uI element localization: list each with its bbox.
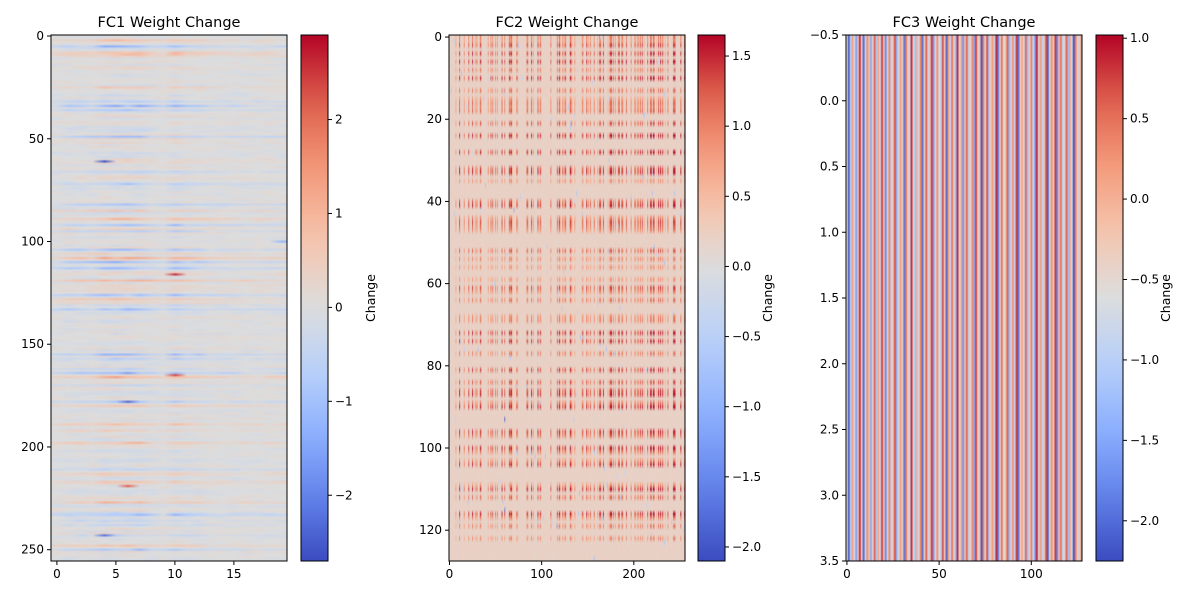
x-tick-label: 100 [530,567,553,581]
colorbar-tick-label: −2.0 [1130,514,1159,528]
colorbar-tick-label: 1.0 [1130,31,1149,45]
colorbar-tick-label: −1.5 [732,470,761,484]
colorbar-tick-label: 0.5 [1130,112,1149,126]
colorbar-label: Change [363,274,378,322]
x-tick-label: 50 [931,567,946,581]
colorbar-label: Change [760,274,775,322]
x-tick-label: 5 [112,567,120,581]
colorbar [1095,34,1124,562]
x-tick-label: 100 [1020,567,1043,581]
colorbar [300,34,329,562]
heatmap-cells [449,35,685,561]
x-tick-label: 0 [446,567,454,581]
colorbar-tick-label: 1.5 [732,49,751,63]
colorbar-tick-label: 0.0 [732,259,751,273]
colorbar-tick-label: 2 [335,113,343,127]
heatmap-cells [51,35,287,561]
axes-frame [50,34,288,562]
colorbar-tick-label: 0 [335,300,343,314]
y-tick-label: 0.5 [820,160,839,174]
y-tick-label: 150 [21,337,44,351]
y-tick-label: 50 [29,132,44,146]
colorbar-tick-label: 1 [335,206,343,220]
y-tick-label: 1.0 [820,225,839,239]
x-tick-label: 200 [622,567,645,581]
y-tick-label: 20 [427,112,442,126]
y-tick-label: 200 [21,440,44,454]
colorbar-tick-label: −1.0 [732,400,761,414]
y-tick-label: 0 [434,30,442,44]
x-tick-label: 10 [167,567,182,581]
colorbar-tick-label: −0.5 [1130,273,1159,287]
colorbar [697,34,726,562]
x-tick-label: 0 [53,567,61,581]
y-tick-label: 80 [427,359,442,373]
y-tick-label: 100 [21,234,44,248]
y-tick-label: 3.0 [820,488,839,502]
panel-title: FC1 Weight Change [98,15,241,31]
y-tick-label: 40 [427,194,442,208]
panel-title: FC3 Weight Change [893,15,1036,31]
colorbar-tick-label: 0.5 [732,189,751,203]
panel-title: FC2 Weight Change [496,15,639,31]
x-tick-label: 0 [843,567,851,581]
colorbar-tick-label: −1 [335,394,353,408]
y-tick-label: 2.5 [820,423,839,437]
x-tick-label: 15 [226,567,241,581]
y-tick-label: 100 [419,441,442,455]
colorbar-tick-label: −1.5 [1130,433,1159,447]
y-tick-label: 0.0 [820,94,839,108]
y-tick-label: 3.5 [820,554,839,568]
fc3-panel: FC3 Weight Change 0 50 100 −0.5 0.0 0.5 1.0 1.5 2… [810,15,1173,581]
fc2-panel: FC2 Weight Change 0 100 200 0 20 40 60 80 100 120 −… [419,15,775,581]
y-tick-label: −0.5 [810,28,839,42]
heatmap-cells [846,35,1082,561]
y-tick-label: 1.5 [820,291,839,305]
colorbar-tick-label: −0.5 [732,330,761,344]
colorbar-tick-label: 0.0 [1130,192,1149,206]
axes-frame [448,34,686,562]
colorbar-tick-label: −1.0 [1130,353,1159,367]
colorbar-label: Change [1158,274,1173,322]
colorbar-tick-label: −2 [335,488,353,502]
y-tick-label: 60 [427,277,442,291]
colorbar-tick-label: −2.0 [732,540,761,554]
y-tick-label: 120 [419,523,442,537]
y-tick-label: 0 [36,29,44,43]
colorbar-tick-label: 1.0 [732,119,751,133]
y-tick-label: 250 [21,543,44,557]
y-tick-label: 2.0 [820,357,839,371]
